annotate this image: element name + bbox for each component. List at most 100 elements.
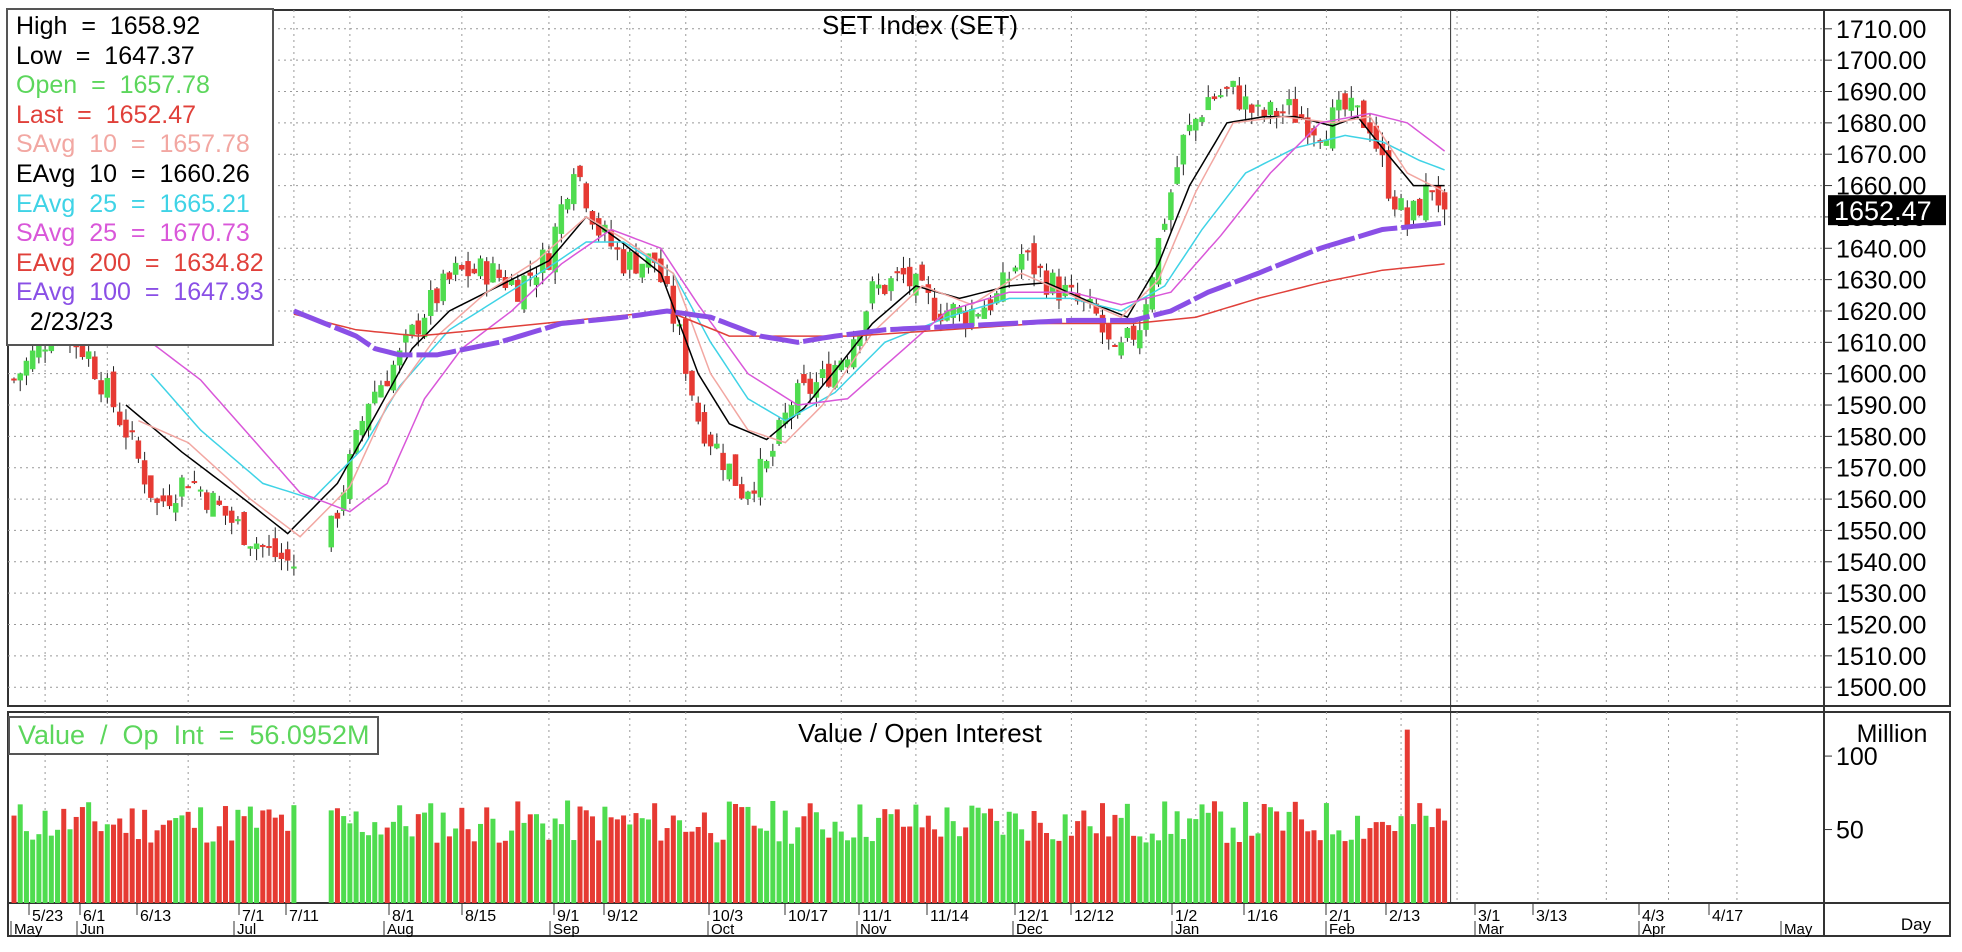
volume-bar xyxy=(919,827,925,903)
volume-bar xyxy=(981,813,987,903)
volume-bar xyxy=(944,807,950,903)
volume-bar xyxy=(1118,817,1124,903)
candle-body xyxy=(160,495,167,502)
volume-bar xyxy=(975,807,981,903)
volume-bar xyxy=(888,814,894,903)
volume-bar xyxy=(359,831,365,903)
price-tick-label: 1690.00 xyxy=(1836,79,1926,107)
volume-bar xyxy=(571,840,577,903)
price-tick-label: 1530.00 xyxy=(1836,580,1926,608)
volume-bar xyxy=(751,825,757,903)
volume-bar xyxy=(1124,803,1130,903)
volume-bar xyxy=(123,832,129,903)
volume-bar xyxy=(484,807,490,903)
legend-label: Open xyxy=(16,71,78,100)
volume-bar xyxy=(627,824,633,903)
volume-bar xyxy=(714,842,720,903)
moving-average-line xyxy=(293,263,1445,337)
legend-value: 1670.73 xyxy=(159,219,250,248)
volume-bar xyxy=(1131,835,1137,903)
candle-body xyxy=(434,288,440,304)
legend-value: 1660.26 xyxy=(159,159,250,188)
last-price-tag: 1652.47 xyxy=(1834,196,1932,226)
volume-bar xyxy=(1162,801,1168,903)
x-month-label: Dec xyxy=(1016,921,1043,938)
candle-body xyxy=(116,411,123,426)
x-tick-label: 10/3 xyxy=(712,908,743,925)
candle-body xyxy=(1398,198,1404,211)
legend-value: 1634.82 xyxy=(173,248,264,277)
candle-body xyxy=(1112,344,1118,347)
candle-body xyxy=(994,293,1000,304)
candle-body xyxy=(11,378,17,381)
volume-bar xyxy=(521,822,527,903)
volume-bar xyxy=(104,824,110,903)
volume-bar xyxy=(148,842,154,903)
x-tick-label: 6/1 xyxy=(83,908,105,925)
volume-bar xyxy=(583,810,589,903)
volume-bar xyxy=(932,829,938,903)
volume-bar xyxy=(341,816,347,903)
candle-body xyxy=(465,261,471,277)
last-price-tag-bg xyxy=(1828,195,1946,226)
candle-body xyxy=(844,359,851,368)
volume-bar xyxy=(1336,830,1342,903)
x-tick-label: 8/15 xyxy=(465,908,496,925)
candle-body xyxy=(440,273,446,302)
candle-body xyxy=(1068,284,1075,288)
volume-bar xyxy=(216,826,222,903)
candle-body xyxy=(1236,85,1243,110)
candle-body xyxy=(253,543,260,550)
moving-average-line xyxy=(138,115,1445,538)
volume-bar xyxy=(577,806,583,903)
candle-body xyxy=(1193,118,1199,131)
volume-bar xyxy=(938,836,944,903)
candle-body xyxy=(1199,117,1205,123)
candle-body xyxy=(328,515,334,548)
candle-body xyxy=(197,489,204,492)
x-tick-label: 9/12 xyxy=(607,908,638,925)
volume-bar xyxy=(1280,830,1286,903)
volume-bar xyxy=(154,830,160,903)
legend-row: Low = 1647.37 xyxy=(16,42,264,72)
volume-bar xyxy=(98,831,104,903)
candle-body xyxy=(1031,243,1037,275)
legend-value: 1657.78 xyxy=(119,71,210,100)
candle-body xyxy=(1416,198,1423,216)
volume-bar xyxy=(701,812,707,903)
moving-average-line xyxy=(292,220,1445,358)
volume-bar xyxy=(397,805,403,903)
candle-body xyxy=(794,383,801,416)
volume-bar xyxy=(173,818,179,903)
volume-bar xyxy=(471,841,477,903)
candle-body xyxy=(738,484,745,499)
volume-bar xyxy=(1230,827,1236,903)
volume-bar xyxy=(229,840,235,903)
volume-bar xyxy=(459,807,465,903)
legend-value: 1657.78 xyxy=(159,130,250,159)
volume-bar xyxy=(689,831,695,903)
volume-bar xyxy=(664,828,670,903)
volume-bar xyxy=(1379,821,1385,903)
volume-bar xyxy=(900,826,906,903)
volume-unit-label: Million xyxy=(1857,720,1928,748)
candle-body xyxy=(1429,190,1435,193)
candle-body xyxy=(745,491,751,499)
volume-bar xyxy=(285,830,291,903)
candle-body xyxy=(1305,117,1311,138)
candle-body xyxy=(396,350,403,366)
volume-bar xyxy=(801,816,807,903)
candle-body xyxy=(334,512,341,519)
candle-body xyxy=(521,275,527,310)
chart-title: SET Index (SET) xyxy=(822,10,1018,40)
candle-body xyxy=(975,314,981,317)
volume-bar xyxy=(670,815,676,903)
candle-body xyxy=(1348,97,1355,111)
volume-bar xyxy=(1025,840,1031,903)
candle-body xyxy=(589,211,596,225)
candle-body xyxy=(1329,107,1336,149)
candle-body xyxy=(689,370,695,396)
x-tick-label: 9/1 xyxy=(557,908,579,925)
volume-bar xyxy=(851,837,857,903)
candle-body xyxy=(645,253,652,268)
